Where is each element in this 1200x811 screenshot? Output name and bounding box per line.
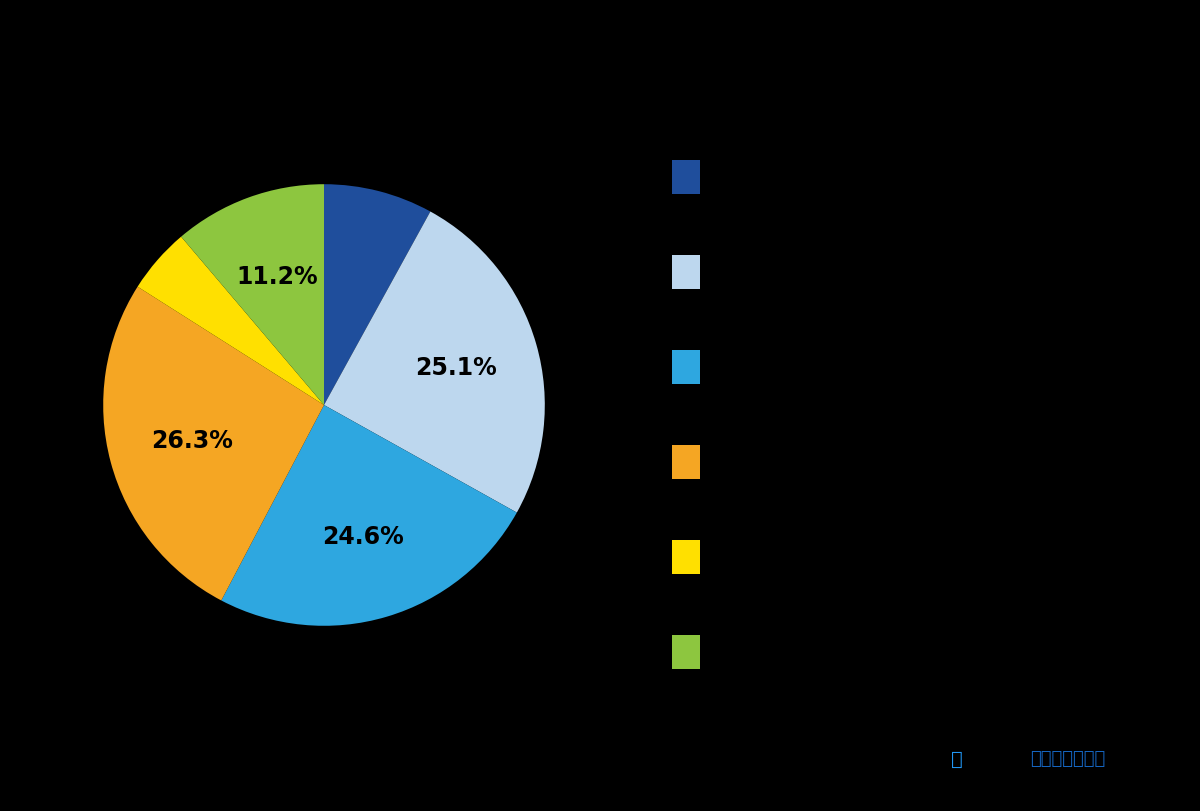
Text: ジョブドラフト: ジョブドラフト	[1031, 749, 1106, 767]
Bar	[672, 540, 700, 574]
Text: 11.2%: 11.2%	[236, 265, 318, 290]
Wedge shape	[324, 212, 545, 513]
Bar	[672, 635, 700, 669]
Bar	[672, 255, 700, 290]
Text: 希望の会社に内定した: 希望の会社に内定した	[725, 264, 824, 281]
Wedge shape	[324, 185, 431, 406]
Bar	[672, 161, 700, 195]
Text: 24.6%: 24.6%	[322, 525, 404, 548]
Text: 25.1%: 25.1%	[415, 356, 497, 380]
Text: 🏃: 🏃	[952, 749, 964, 768]
Text: 内定を辞退した: 内定を辞退した	[725, 643, 794, 661]
Text: 26.3%: 26.3%	[151, 429, 233, 453]
Wedge shape	[103, 287, 324, 601]
Text: まだ内定していない: まだ内定していない	[725, 453, 815, 471]
Wedge shape	[221, 406, 517, 626]
Wedge shape	[181, 185, 324, 406]
Text: 就職活動中: 就職活動中	[725, 548, 775, 566]
Bar	[672, 350, 700, 384]
Text: 内定したが希望通りではない: 内定したが希望通りではない	[725, 358, 854, 376]
Bar	[672, 445, 700, 479]
Text: 第1希望の会社に内定した: 第1希望の会社に内定した	[725, 169, 846, 187]
Wedge shape	[138, 238, 324, 406]
